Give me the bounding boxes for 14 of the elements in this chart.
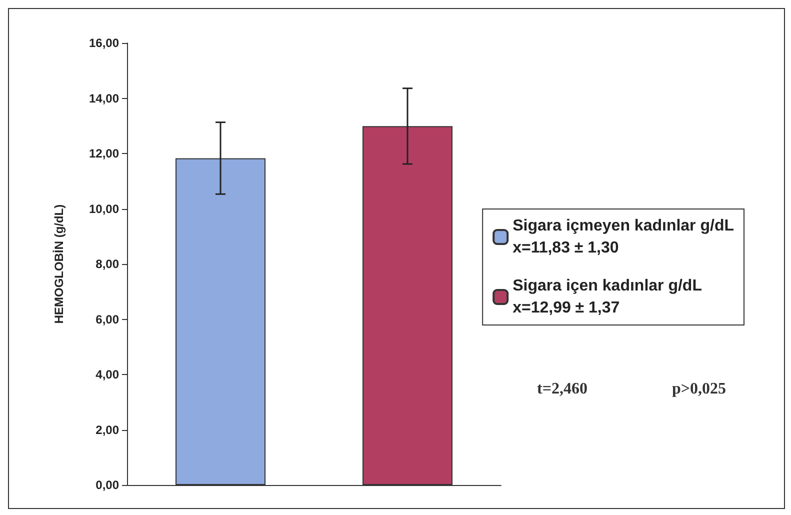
y-tick-label: 2,00 xyxy=(96,422,120,437)
y-axis-title: HEMOGLOBİN (g/dL) xyxy=(52,204,66,324)
y-tick-label: 0,00 xyxy=(96,478,120,492)
y-tick-label: 8,00 xyxy=(96,257,120,271)
text: p>0,025 xyxy=(672,380,726,398)
y-tick-label: 4,00 xyxy=(96,368,120,382)
y-tick-label: 6,00 xyxy=(96,312,120,326)
y-tick-label: 14,00 xyxy=(88,91,120,106)
y-tick-label: 16,00 xyxy=(88,36,120,50)
legend-label: Sigara içen kadınlar g/dL x=12,99 ± 1,37 xyxy=(512,278,702,316)
legend-label: Sigara içmeyen kadınlar g/dL x=11,83 ± 1,30 xyxy=(512,218,734,256)
y-tick-label: 12,00 xyxy=(88,146,120,160)
y-tick-label: 10,00 xyxy=(88,202,120,216)
text: t=2,460 xyxy=(537,380,588,398)
